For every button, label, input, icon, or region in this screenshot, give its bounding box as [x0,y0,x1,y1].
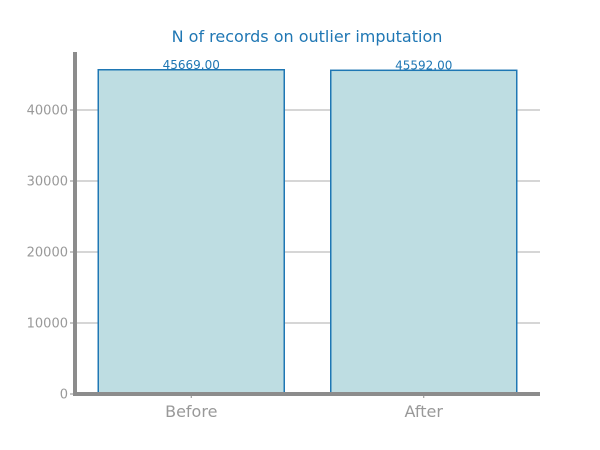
bar-after [330,69,518,395]
x-axis-ticks: Before After [165,394,443,421]
bars [97,69,518,395]
data-label-after: 45592.00 [395,58,452,72]
y-tick-label: 10000 [27,317,68,332]
chart-title: N of records on outlier imputation [172,27,443,46]
x-tick-label-before: Before [165,402,217,421]
data-label-before: 45669.00 [163,58,220,72]
axes [73,52,540,396]
y-tick-label: 30000 [27,175,68,190]
bar-before [97,69,285,395]
y-axis-ticks: 0 10000 20000 30000 40000 [27,104,75,403]
x-tick-label-after: After [405,402,444,421]
y-tick-label: 40000 [27,104,68,119]
y-tick-label: 20000 [27,246,68,261]
y-tick-label: 0 [60,388,68,403]
data-labels: 45669.00 45592.00 [163,58,453,73]
